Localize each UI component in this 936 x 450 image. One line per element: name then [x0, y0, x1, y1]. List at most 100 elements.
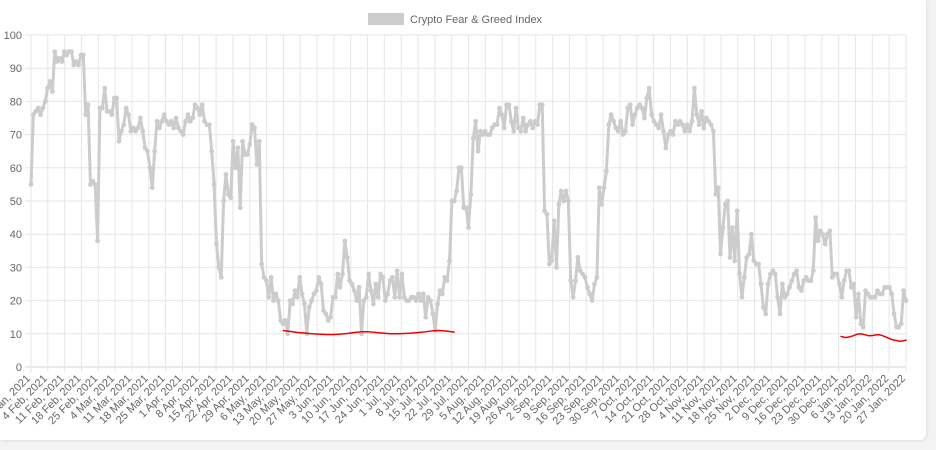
data-point — [278, 318, 284, 323]
data-point — [782, 294, 788, 300]
data-point — [225, 191, 231, 197]
data-point — [903, 298, 909, 303]
data-point — [653, 122, 659, 128]
data-point — [718, 251, 723, 257]
data-point — [439, 291, 445, 297]
data-point — [244, 152, 250, 157]
data-point — [45, 85, 51, 91]
data-point — [606, 122, 612, 128]
data-point — [532, 118, 538, 124]
data-point — [90, 178, 96, 184]
data-point — [787, 284, 792, 290]
data-point — [211, 182, 217, 187]
data-point — [413, 298, 419, 303]
data-point — [575, 255, 581, 260]
data-point — [746, 251, 752, 257]
data-point — [406, 298, 412, 303]
data-point — [620, 132, 626, 138]
data-point — [886, 284, 892, 290]
data-point — [658, 112, 664, 118]
data-point — [791, 271, 797, 277]
data-point — [865, 291, 871, 297]
data-point — [418, 298, 424, 303]
data-point — [661, 128, 666, 134]
data-point — [444, 278, 450, 284]
data-point — [145, 148, 150, 154]
data-point — [142, 145, 148, 151]
data-point — [751, 258, 757, 264]
legend-label: Crypto Fear & Greed Index — [410, 14, 543, 26]
data-point — [294, 294, 300, 300]
data-point — [197, 112, 203, 118]
data-point — [634, 105, 640, 111]
data-point — [706, 118, 712, 124]
data-point — [627, 102, 633, 108]
y-tick-label: 60 — [10, 163, 22, 175]
data-point — [839, 294, 845, 300]
data-point — [302, 301, 307, 307]
data-point — [815, 238, 821, 244]
data-point — [33, 108, 39, 114]
data-point — [539, 102, 545, 108]
data-point — [668, 128, 674, 134]
data-point — [568, 278, 574, 284]
data-point — [254, 162, 260, 167]
data-point — [570, 294, 576, 300]
data-point — [263, 278, 269, 284]
data-point — [732, 258, 738, 264]
data-point — [299, 291, 305, 297]
data-point — [489, 125, 495, 131]
data-point — [584, 284, 590, 290]
data-point — [494, 122, 500, 128]
data-point — [739, 294, 745, 300]
data-point — [639, 105, 645, 111]
data-point — [368, 288, 374, 294]
data-point — [209, 148, 215, 154]
data-point — [482, 128, 488, 134]
data-point — [513, 105, 519, 111]
data-point — [556, 201, 562, 207]
data-point — [38, 112, 43, 118]
data-point — [61, 49, 67, 54]
data-point — [92, 182, 98, 187]
y-tick-label: 30 — [10, 262, 22, 274]
data-point — [577, 268, 583, 274]
data-point — [437, 288, 443, 294]
data-point — [477, 128, 483, 134]
data-point — [116, 138, 122, 144]
data-point — [756, 261, 761, 267]
data-point — [725, 198, 731, 204]
data-point — [829, 274, 835, 280]
data-point — [130, 125, 136, 131]
data-point — [796, 284, 802, 290]
data-point — [50, 89, 55, 94]
data-point — [30, 112, 36, 118]
data-point — [898, 321, 904, 327]
data-point — [741, 274, 747, 280]
data-point — [808, 278, 814, 284]
data-point — [285, 331, 291, 337]
data-point — [563, 188, 569, 194]
data-point — [202, 118, 207, 124]
data-point — [249, 122, 255, 128]
data-point — [558, 188, 564, 194]
data-point — [382, 298, 388, 303]
data-point — [126, 112, 131, 118]
y-tick-label: 70 — [10, 130, 22, 142]
data-point — [511, 128, 517, 134]
data-point — [259, 261, 265, 267]
data-point — [758, 281, 764, 287]
data-point — [275, 298, 281, 303]
data-point — [166, 122, 172, 128]
data-point — [694, 112, 700, 118]
data-point — [183, 118, 188, 124]
data-point — [611, 118, 616, 124]
data-point — [423, 314, 429, 320]
data-point — [206, 122, 212, 128]
data-point — [632, 112, 638, 118]
data-point — [473, 118, 479, 124]
data-point — [154, 118, 160, 124]
data-point — [318, 281, 324, 287]
data-point — [102, 85, 108, 91]
data-point — [689, 118, 695, 124]
